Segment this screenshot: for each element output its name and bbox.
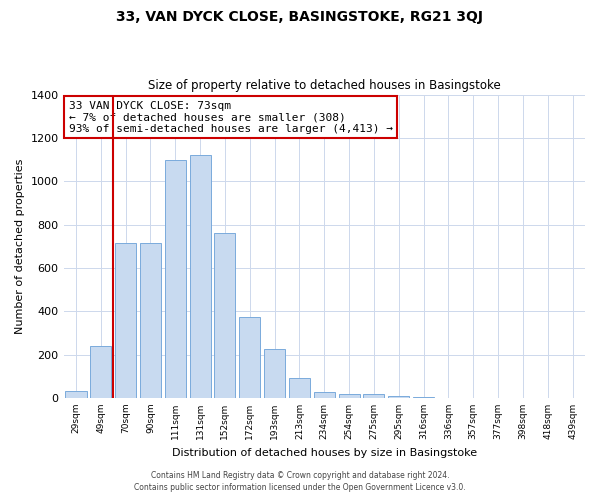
X-axis label: Distribution of detached houses by size in Basingstoke: Distribution of detached houses by size … — [172, 448, 477, 458]
Bar — [289, 378, 310, 398]
Bar — [388, 396, 409, 398]
Bar — [264, 348, 285, 398]
Text: 33, VAN DYCK CLOSE, BASINGSTOKE, RG21 3QJ: 33, VAN DYCK CLOSE, BASINGSTOKE, RG21 3Q… — [116, 10, 484, 24]
Bar — [90, 346, 112, 398]
Bar — [214, 233, 235, 398]
Bar — [338, 394, 359, 398]
Bar — [364, 394, 385, 398]
Bar — [190, 155, 211, 398]
Y-axis label: Number of detached properties: Number of detached properties — [15, 158, 25, 334]
Bar — [165, 160, 186, 398]
Text: Contains HM Land Registry data © Crown copyright and database right 2024.
Contai: Contains HM Land Registry data © Crown c… — [134, 471, 466, 492]
Text: 33 VAN DYCK CLOSE: 73sqm
← 7% of detached houses are smaller (308)
93% of semi-d: 33 VAN DYCK CLOSE: 73sqm ← 7% of detache… — [69, 100, 393, 134]
Bar — [65, 392, 86, 398]
Bar — [314, 392, 335, 398]
Bar — [115, 243, 136, 398]
Bar — [140, 243, 161, 398]
Bar — [239, 316, 260, 398]
Title: Size of property relative to detached houses in Basingstoke: Size of property relative to detached ho… — [148, 79, 500, 92]
